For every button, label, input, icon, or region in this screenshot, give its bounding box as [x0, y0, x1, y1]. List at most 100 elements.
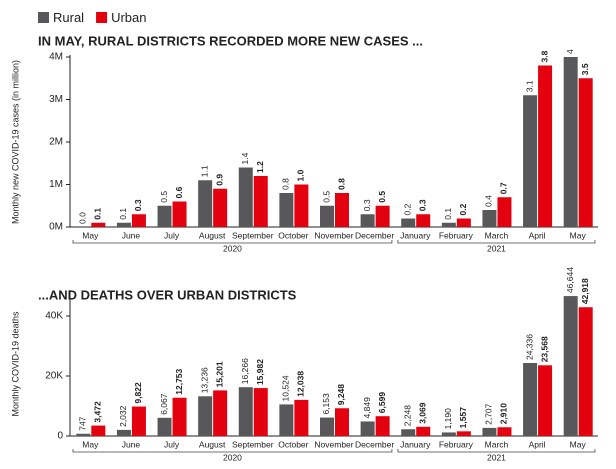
value-label: 9,822: [133, 382, 143, 404]
x-tick-label: October: [278, 230, 308, 240]
x-tick-label: November: [314, 230, 353, 240]
bar: [416, 214, 431, 227]
value-label: 2,910: [499, 403, 509, 425]
bar: [213, 188, 228, 227]
bar: [375, 205, 390, 227]
x-tick-label: May: [570, 230, 587, 240]
x-tick-label: February: [439, 230, 474, 240]
x-tick-label: July: [164, 230, 180, 240]
bar: [253, 176, 268, 227]
value-label: 0.1: [118, 208, 128, 220]
bar: [157, 205, 172, 227]
bar: [91, 222, 106, 227]
bar: [401, 429, 416, 436]
value-label: 12,753: [174, 368, 184, 394]
value-label: 3,069: [417, 402, 427, 424]
value-label: 0.5: [321, 191, 331, 203]
value-label: 0.3: [362, 199, 372, 211]
x-tick-label: December: [355, 230, 394, 240]
x-tick-label: December: [355, 439, 394, 449]
bar: [578, 78, 593, 227]
value-label: 15,201: [214, 361, 224, 387]
value-label: 0.8: [336, 178, 346, 190]
value-label: 3.1: [524, 80, 534, 92]
x-tick-label: August: [199, 230, 226, 240]
value-label: 1.4: [240, 152, 250, 164]
bar: [320, 417, 334, 436]
bar: [360, 214, 375, 227]
value-label: 2,032: [118, 405, 128, 427]
x-tick-label: August: [199, 439, 226, 449]
y-tick-label: 4M: [49, 52, 63, 63]
group-bracket: [72, 449, 393, 453]
y-tick-label: 2M: [49, 137, 63, 148]
bar: [497, 427, 512, 436]
value-label: 3.8: [539, 50, 549, 62]
bar: [416, 426, 431, 436]
bar: [238, 387, 253, 436]
x-tick-label: October: [278, 439, 308, 449]
value-label: 0.8: [281, 178, 291, 190]
value-label: 13,236: [199, 367, 209, 393]
bar: [320, 205, 334, 227]
value-label: 16,266: [240, 358, 250, 384]
value-label: 24,336: [524, 334, 534, 360]
x-tick-label: November: [314, 439, 353, 449]
bar: [172, 397, 187, 436]
group-label: 2021: [487, 452, 506, 462]
value-label: 0.1: [93, 208, 103, 220]
value-label: 15,982: [255, 359, 265, 385]
bar: [401, 218, 416, 227]
bar: [456, 218, 471, 227]
group-label: 2020: [223, 452, 242, 462]
y-tick-label: 20K: [45, 371, 63, 382]
bar: [157, 417, 172, 436]
bar: [198, 180, 213, 227]
value-label: 1.2: [255, 161, 265, 173]
bar: [76, 433, 91, 436]
x-tick-label: April: [529, 230, 546, 240]
bar: [116, 429, 131, 436]
x-tick-label: March: [485, 439, 509, 449]
bar: [172, 201, 187, 227]
group-bracket: [397, 449, 596, 453]
y-axis-label: Monthly new COVID-19 cases (in million): [10, 60, 20, 224]
bar: [375, 416, 390, 436]
group-label: 2021: [487, 243, 506, 253]
x-tick-label: January: [400, 439, 431, 449]
bar: [482, 427, 497, 436]
value-label: 0.9: [214, 174, 224, 186]
bar: [538, 365, 553, 436]
value-label: 1,557: [458, 407, 468, 429]
value-label: 0.2: [458, 203, 468, 215]
bar: [294, 184, 309, 227]
bar: [91, 425, 106, 436]
bar: [131, 214, 146, 227]
value-label: 0.3: [133, 199, 143, 211]
x-tick-label: March: [485, 230, 509, 240]
value-label: 6,067: [159, 393, 169, 415]
value-label: 0.2: [402, 203, 412, 215]
value-label: 6,153: [321, 393, 331, 415]
value-label: 0.4: [484, 195, 494, 207]
bar: [131, 406, 146, 436]
legend-swatch: [96, 12, 108, 23]
value-label: 4: [565, 49, 575, 54]
bar: [482, 210, 497, 227]
group-bracket: [72, 240, 393, 244]
y-tick-label: 0M: [49, 222, 63, 233]
value-label: 42,918: [580, 278, 590, 304]
value-label: 3,472: [93, 401, 103, 423]
bar: [563, 296, 578, 436]
value-label: 6,599: [377, 392, 387, 414]
bar: [253, 388, 268, 436]
bar: [279, 404, 294, 436]
x-tick-label: June: [122, 230, 141, 240]
bar: [238, 167, 253, 227]
x-tick-label: May: [82, 230, 99, 240]
value-label: 0.6: [174, 186, 184, 198]
value-label: 1,190: [443, 408, 453, 430]
value-label: 1.1: [199, 165, 209, 177]
x-tick-label: January: [400, 230, 431, 240]
